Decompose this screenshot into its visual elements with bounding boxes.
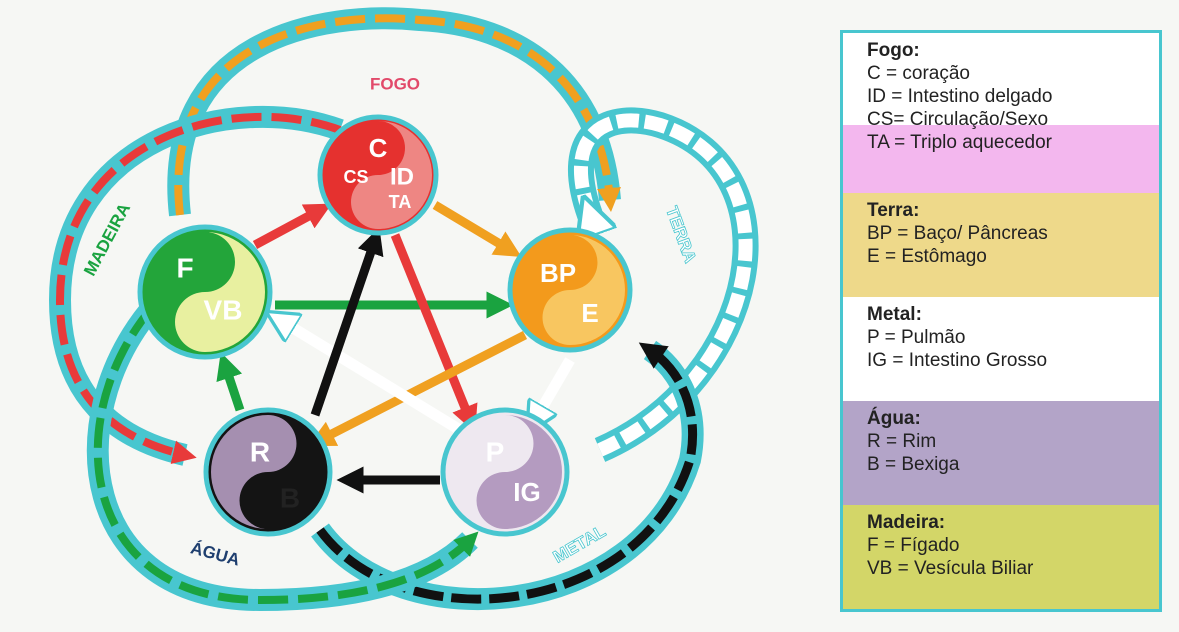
legend-item: CS= Circulação/Sexo	[867, 108, 1159, 131]
node-letter: VB	[204, 294, 243, 325]
node-metal: P IG	[443, 410, 567, 534]
node-letter: CS	[343, 167, 368, 187]
node-letter: BP	[540, 258, 576, 288]
legend-section: Madeira: F = Fígado VB = Vesícula Biliar	[843, 505, 1159, 609]
legend-section: Água: R = Rim B = Bexiga	[843, 401, 1159, 505]
element-label: TERRA	[662, 204, 700, 266]
node-madeira: F VB	[140, 227, 270, 357]
node-letter: R	[250, 436, 270, 467]
node-letter: C	[369, 133, 388, 163]
node-letter: ID	[390, 163, 414, 190]
legend-item: VB = Vesícula Biliar	[867, 557, 1159, 580]
legend-item: C = coração	[867, 62, 1159, 85]
node-agua: R B	[206, 410, 330, 534]
legend-title: Metal:	[867, 303, 1159, 326]
element-label: FOGO	[370, 74, 420, 93]
node-letter: E	[581, 298, 598, 328]
element-label: ÁGUA	[189, 538, 242, 569]
legend-item: ID = Intestino delgado	[867, 85, 1159, 108]
legend-item: R = Rim	[867, 430, 1159, 453]
legend-title: Fogo:	[867, 39, 1159, 62]
node-terra: BP E	[510, 230, 630, 350]
legend: Fogo: C = coração ID = Intestino delgado…	[840, 30, 1162, 612]
legend-section: Terra: BP = Baço/ Pâncreas E = Estômago	[843, 193, 1159, 297]
node-letter: B	[280, 482, 300, 513]
legend-item: IG = Intestino Grosso	[867, 349, 1159, 372]
diagram: C CS ID TA F VB BP E P IG R B FOGO MADEI…	[0, 0, 820, 632]
legend-item: P = Pulmão	[867, 326, 1159, 349]
legend-item: B = Bexiga	[867, 453, 1159, 476]
legend-item: BP = Baço/ Pâncreas	[867, 222, 1159, 245]
legend-item: F = Fígado	[867, 534, 1159, 557]
node-letter: TA	[389, 192, 412, 212]
legend-section: Metal: P = Pulmão IG = Intestino Grosso	[843, 297, 1159, 401]
legend-title: Terra:	[867, 199, 1159, 222]
node-letter: F	[176, 252, 193, 283]
legend-item: TA = Triplo aquecedor	[867, 131, 1159, 154]
node-letter: P	[486, 436, 505, 467]
node-fogo: C CS ID TA	[320, 117, 436, 233]
legend-section: Fogo: C = coração ID = Intestino delgado…	[843, 33, 1159, 193]
legend-title: Madeira:	[867, 511, 1159, 534]
legend-title: Água:	[867, 407, 1159, 430]
legend-item: E = Estômago	[867, 245, 1159, 268]
node-letter: IG	[513, 477, 540, 507]
page: C CS ID TA F VB BP E P IG R B FOGO MADEI…	[0, 0, 1179, 632]
